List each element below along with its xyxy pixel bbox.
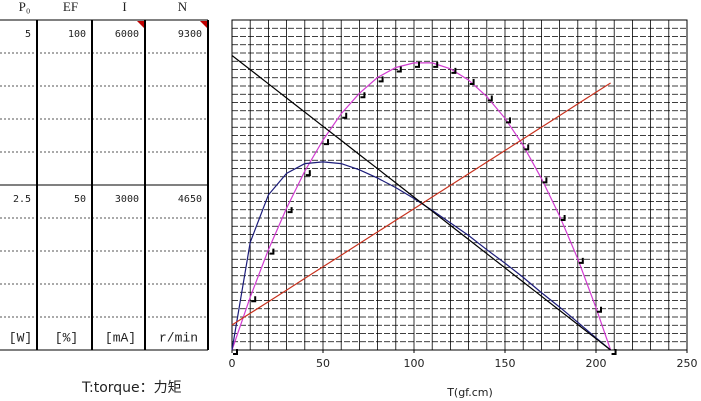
x-tick-label: 50 xyxy=(316,357,330,370)
x-tick-label: 150 xyxy=(495,357,516,370)
y-tick-label: 4650 xyxy=(178,194,202,205)
series-unit: [%] xyxy=(55,330,78,345)
y-tick-label: 2.5 xyxy=(13,194,31,205)
point-marker xyxy=(415,61,420,68)
point-marker xyxy=(269,248,275,255)
y-tick-label: 9300 xyxy=(178,29,202,40)
point-marker xyxy=(433,61,439,68)
series-header: P₀ xyxy=(19,0,31,14)
point-marker xyxy=(469,79,475,86)
point-marker xyxy=(251,296,257,303)
series-unit: [W] xyxy=(9,330,32,345)
point-marker xyxy=(396,66,402,73)
point-marker xyxy=(611,349,617,355)
point-marker xyxy=(287,207,293,214)
x-tick-label: 100 xyxy=(404,357,425,370)
point-marker xyxy=(560,215,566,222)
series-header: N xyxy=(178,0,188,14)
series-unit: r/min xyxy=(159,330,198,345)
y-tick-label: 6000 xyxy=(115,29,139,40)
corner-flag xyxy=(200,21,207,28)
point-marker xyxy=(506,117,511,124)
x-tick-label: 250 xyxy=(677,357,698,370)
point-marker xyxy=(233,349,238,355)
footnote: T:torque：力矩 xyxy=(81,380,182,396)
point-marker xyxy=(324,139,329,146)
series-line xyxy=(231,62,612,351)
point-marker xyxy=(378,76,384,83)
y-tick-label: 50 xyxy=(74,194,86,205)
point-marker xyxy=(360,92,366,99)
point-marker xyxy=(305,170,311,177)
point-marker xyxy=(597,306,602,313)
series-line xyxy=(231,55,611,351)
point-marker xyxy=(578,257,584,264)
y-tick-label: 5 xyxy=(25,29,31,40)
series-unit: [mA] xyxy=(105,330,136,345)
series-header: EF xyxy=(63,0,78,14)
series-header: I xyxy=(122,0,126,14)
point-marker xyxy=(487,95,493,102)
y-tick-label: 3000 xyxy=(115,194,139,205)
x-axis-label: T(gf.cm) xyxy=(446,386,493,399)
x-tick-label: 0 xyxy=(229,357,236,370)
point-marker xyxy=(342,112,348,119)
point-marker xyxy=(524,144,530,151)
x-tick-label: 200 xyxy=(586,357,607,370)
series-line xyxy=(231,82,611,326)
point-marker xyxy=(542,177,548,184)
corner-flag xyxy=(137,21,144,28)
point-marker xyxy=(451,67,457,74)
y-tick-label: 100 xyxy=(68,29,86,40)
